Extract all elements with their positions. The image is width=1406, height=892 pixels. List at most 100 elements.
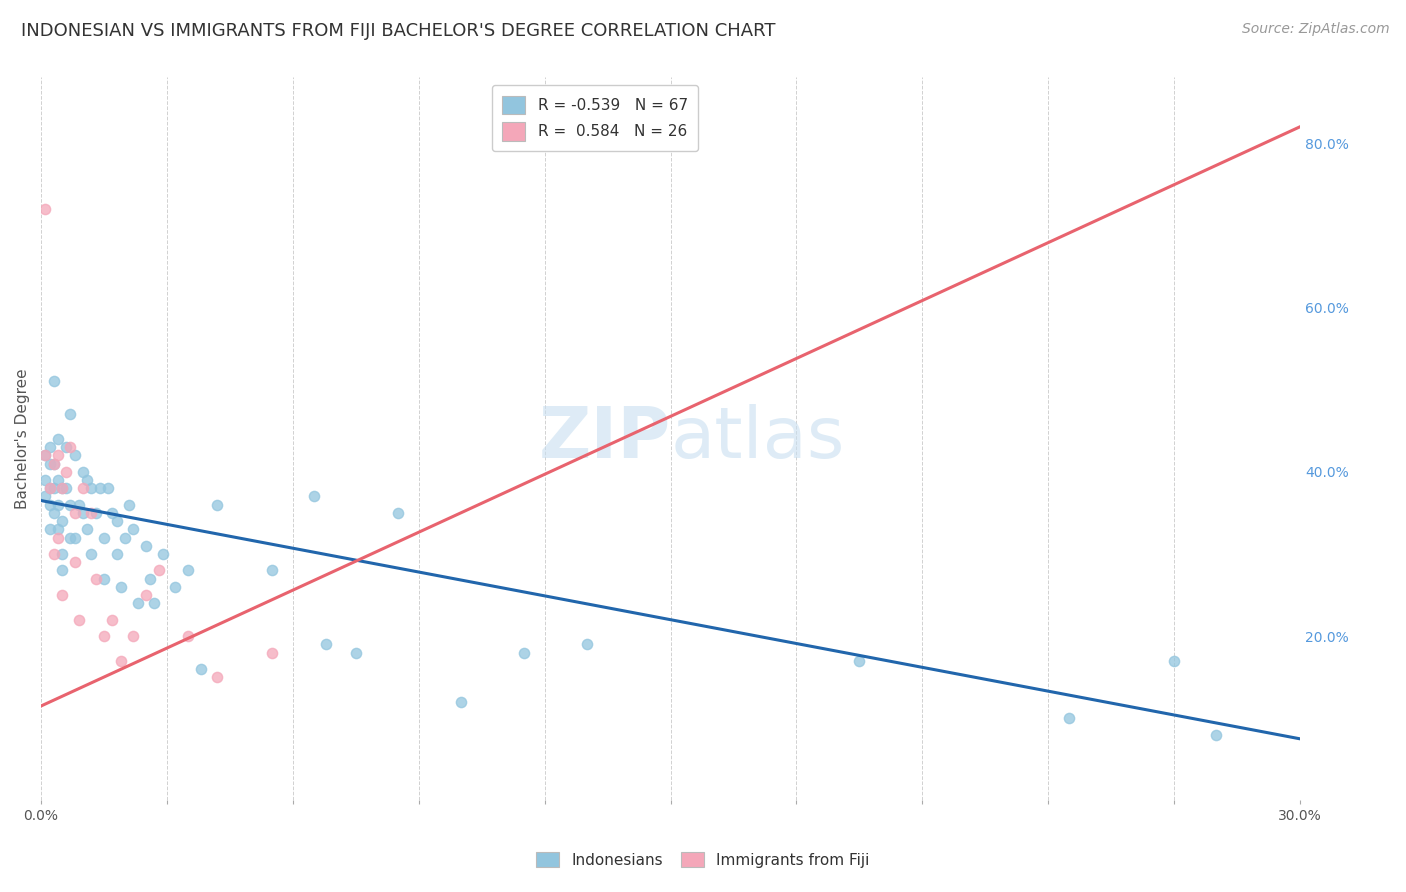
Point <box>122 522 145 536</box>
Point <box>51 563 73 577</box>
Point <box>97 481 120 495</box>
Point <box>76 473 98 487</box>
Point <box>101 613 124 627</box>
Point <box>34 490 56 504</box>
Point <box>344 646 367 660</box>
Point <box>190 662 212 676</box>
Point <box>93 629 115 643</box>
Point <box>63 531 86 545</box>
Point <box>59 440 82 454</box>
Point <box>63 449 86 463</box>
Point <box>93 531 115 545</box>
Point <box>72 481 94 495</box>
Text: atlas: atlas <box>671 404 845 474</box>
Point <box>38 498 60 512</box>
Point <box>127 596 149 610</box>
Text: INDONESIAN VS IMMIGRANTS FROM FIJI BACHELOR'S DEGREE CORRELATION CHART: INDONESIAN VS IMMIGRANTS FROM FIJI BACHE… <box>21 22 776 40</box>
Point <box>72 465 94 479</box>
Point <box>34 449 56 463</box>
Point <box>1163 654 1185 668</box>
Point <box>148 563 170 577</box>
Point <box>59 531 82 545</box>
Point <box>1205 728 1227 742</box>
Point <box>575 637 598 651</box>
Point <box>177 563 200 577</box>
Point <box>72 506 94 520</box>
Point <box>67 613 90 627</box>
Point <box>46 432 69 446</box>
Point <box>207 670 229 684</box>
Point <box>80 547 103 561</box>
Point <box>450 695 472 709</box>
Point <box>51 481 73 495</box>
Point <box>260 563 283 577</box>
Point <box>59 498 82 512</box>
Point <box>42 506 65 520</box>
Point <box>46 531 69 545</box>
Point <box>315 637 337 651</box>
Point <box>512 646 534 660</box>
Point <box>89 481 111 495</box>
Point <box>38 481 60 495</box>
Point <box>34 202 56 216</box>
Point <box>135 588 157 602</box>
Point <box>260 646 283 660</box>
Point <box>38 522 60 536</box>
Point <box>110 654 132 668</box>
Point <box>34 473 56 487</box>
Point <box>42 457 65 471</box>
Point <box>67 498 90 512</box>
Point <box>105 514 128 528</box>
Point <box>38 440 60 454</box>
Point <box>105 547 128 561</box>
Point <box>177 629 200 643</box>
Point <box>34 449 56 463</box>
Point <box>93 572 115 586</box>
Point <box>63 506 86 520</box>
Point <box>38 481 60 495</box>
Point <box>42 547 65 561</box>
Text: ZIP: ZIP <box>538 404 671 474</box>
Point <box>80 481 103 495</box>
Point <box>51 588 73 602</box>
Point <box>114 531 136 545</box>
Point <box>76 522 98 536</box>
Point <box>80 506 103 520</box>
Legend: R = -0.539   N = 67, R =  0.584   N = 26: R = -0.539 N = 67, R = 0.584 N = 26 <box>492 85 699 152</box>
Point <box>51 547 73 561</box>
Point <box>42 481 65 495</box>
Point <box>101 506 124 520</box>
Point <box>122 629 145 643</box>
Point <box>38 457 60 471</box>
Point <box>143 596 166 610</box>
Point <box>387 506 409 520</box>
Point <box>55 465 77 479</box>
Point <box>84 572 107 586</box>
Point <box>46 522 69 536</box>
Y-axis label: Bachelor's Degree: Bachelor's Degree <box>15 368 30 509</box>
Point <box>139 572 162 586</box>
Point <box>302 490 325 504</box>
Point <box>55 440 77 454</box>
Point <box>1059 711 1081 725</box>
Point <box>135 539 157 553</box>
Point <box>42 457 65 471</box>
Point <box>51 514 73 528</box>
Point <box>46 473 69 487</box>
Legend: Indonesians, Immigrants from Fiji: Indonesians, Immigrants from Fiji <box>529 844 877 875</box>
Text: Source: ZipAtlas.com: Source: ZipAtlas.com <box>1241 22 1389 37</box>
Point <box>84 506 107 520</box>
Point <box>110 580 132 594</box>
Point <box>51 481 73 495</box>
Point <box>55 481 77 495</box>
Point <box>46 449 69 463</box>
Point <box>165 580 187 594</box>
Point <box>59 407 82 421</box>
Point <box>152 547 174 561</box>
Point <box>42 375 65 389</box>
Point <box>63 555 86 569</box>
Point <box>46 498 69 512</box>
Point <box>207 498 229 512</box>
Point <box>118 498 141 512</box>
Point <box>848 654 870 668</box>
